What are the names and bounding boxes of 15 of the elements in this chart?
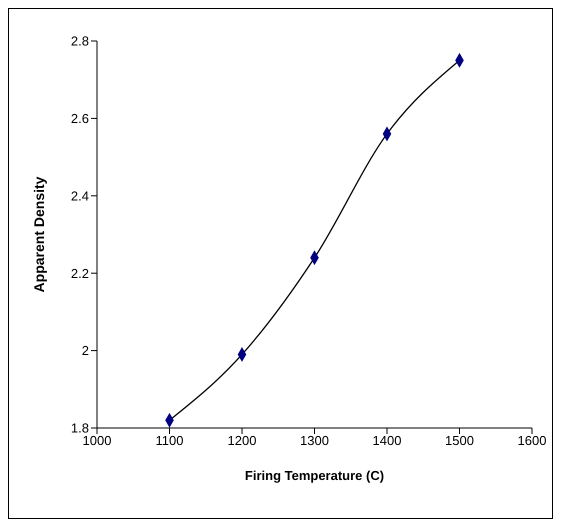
- x-tick-label: 1300: [300, 433, 329, 448]
- y-tick-label: 2.8: [70, 34, 89, 49]
- y-axis-title: Apparent Density: [30, 176, 47, 292]
- x-axis-title: Firing Temperature (C): [244, 468, 384, 483]
- x-tick-label: 1000: [82, 433, 112, 448]
- x-tick-label: 1600: [518, 433, 546, 448]
- y-tick-label: 2.2: [70, 266, 89, 281]
- x-tick-label: 1100: [156, 433, 184, 448]
- x-tick-label: 1200: [228, 433, 256, 448]
- x-tick-label: 1500: [445, 433, 474, 448]
- y-tick-label: 2: [82, 343, 89, 358]
- y-tick-label: 1.8: [70, 420, 89, 436]
- x-tick-label: 1400: [372, 433, 402, 448]
- y-tick-label: 2.4: [70, 188, 89, 204]
- y-tick-label: 2.6: [70, 111, 89, 126]
